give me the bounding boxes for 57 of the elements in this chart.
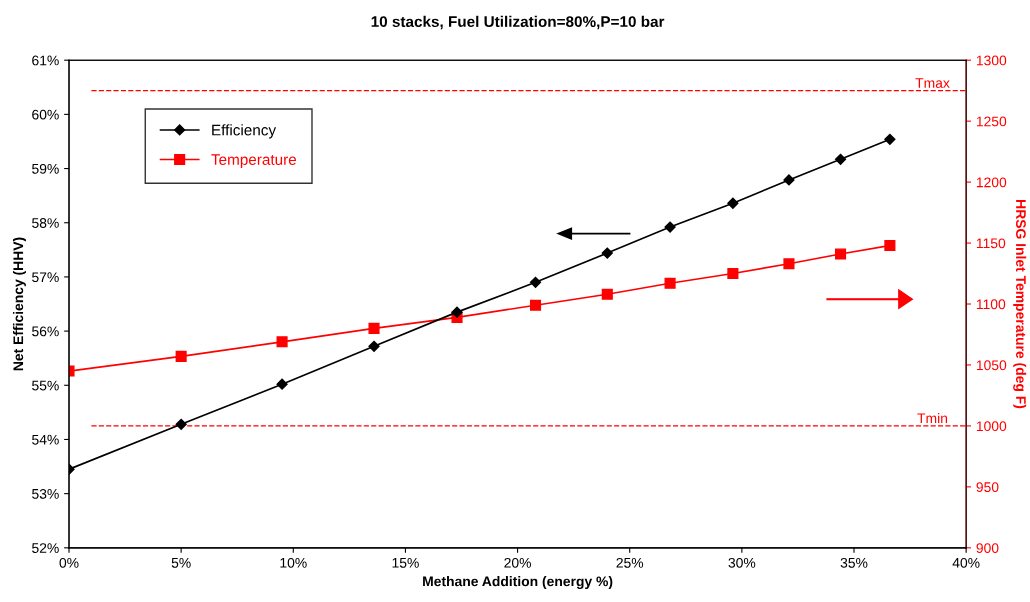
point	[175, 418, 187, 430]
x-tick-label: 20%	[504, 557, 531, 568]
y-tick-label: 56%	[32, 326, 59, 337]
y-tick-label: 60%	[32, 109, 59, 120]
y-tick-label: 58%	[32, 218, 59, 228]
y2-tick-label: 1300	[976, 55, 1007, 66]
ref-line-label: Tmax	[915, 78, 950, 88]
point	[529, 299, 542, 311]
y2-axis-title: HRSG Inlet Temperature (deg F)	[1013, 200, 1027, 409]
y-tick-label: 54%	[32, 434, 59, 445]
point	[664, 221, 676, 233]
point	[276, 336, 288, 348]
point	[783, 258, 795, 270]
x-tick-label: 40%	[952, 557, 980, 568]
point	[884, 239, 896, 252]
chart-title: 10 stacks, Fuel Utilization=80%,P=10 bar	[371, 15, 665, 30]
y-tick-label: 52%	[32, 543, 59, 553]
point	[368, 340, 380, 352]
x-tick-label: 15%	[392, 557, 419, 568]
ref-line-label: Tmin	[917, 412, 948, 424]
point	[664, 277, 676, 289]
point	[727, 197, 739, 209]
point	[834, 153, 847, 165]
point	[451, 306, 463, 318]
y-tick-label: 53%	[32, 488, 59, 499]
y2-tick-label: 1200	[976, 177, 1007, 188]
x-tick-label: 35%	[840, 557, 868, 568]
point	[368, 322, 380, 334]
y2-tick-label: 1100	[976, 299, 1006, 310]
x-tick-label: 0%	[59, 557, 79, 568]
x-tick-label: 25%	[616, 557, 644, 568]
y2-tick-label: 1250	[976, 116, 1007, 127]
point	[727, 267, 739, 280]
x-tick-label: 10%	[280, 557, 307, 568]
point	[276, 378, 288, 390]
point	[601, 247, 613, 259]
point	[175, 350, 187, 362]
y2-tick-label: 1000	[976, 421, 1007, 432]
y2-tick-label: 950	[976, 482, 999, 493]
y2-tick-label: 1050	[976, 360, 1007, 371]
point	[783, 174, 795, 186]
y-tick-label: 57%	[32, 272, 59, 283]
x-tick-label: 5%	[171, 557, 191, 568]
point	[834, 248, 847, 260]
y-axis-title: Net Efficiency (HHV)	[12, 237, 26, 371]
y2-tick-label: 900	[976, 543, 999, 553]
y-tick-label: 55%	[32, 380, 59, 391]
y-tick-label: 61%	[32, 55, 59, 66]
y-tick-label: 59%	[32, 163, 59, 174]
y2-tick-label: 1150	[976, 238, 1006, 249]
legend-label: Efficiency	[212, 124, 277, 139]
point	[529, 276, 542, 288]
legend-label: Temperature	[211, 154, 297, 168]
point	[601, 288, 613, 300]
point	[884, 133, 896, 145]
x-axis-title: Methane Addition (energy %)	[423, 576, 613, 590]
x-tick-label: 30%	[728, 557, 756, 568]
